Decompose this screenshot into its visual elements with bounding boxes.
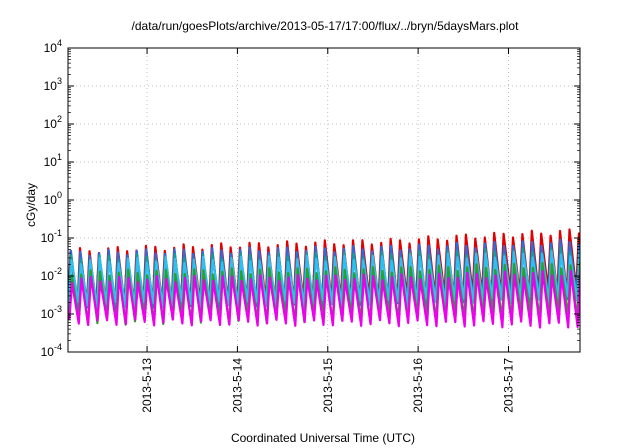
y-tick-label: 10-1 — [41, 228, 62, 245]
y-tick-label: 101 — [44, 152, 62, 169]
data-series — [68, 228, 580, 329]
y-tick-label: 103 — [44, 76, 62, 93]
y-tick-label: 10-2 — [41, 266, 62, 283]
y-tick-label: 102 — [44, 114, 62, 131]
y-tick-label: 10-3 — [41, 304, 62, 321]
y-tick-label: 10-4 — [41, 342, 62, 359]
y-axis-label: cGy/day — [24, 183, 38, 227]
y-axis: 10-4 10-3 10-2 10-1 100 101 102 103 104 — [41, 38, 580, 359]
x-tick-label: 2013-5-13 — [140, 358, 154, 413]
x-tick-label: 2013-5-14 — [230, 358, 244, 413]
y-tick-label: 104 — [44, 38, 62, 55]
x-tick-label: 2013-5-17 — [501, 358, 515, 413]
series-line — [68, 270, 580, 329]
y-tick-label: 100 — [44, 190, 62, 207]
x-tick-label: 2013-5-15 — [321, 358, 335, 413]
x-axis: 2013-5-13 2013-5-14 2013-5-15 2013-5-16 2013… — [140, 48, 515, 413]
chart-title: /data/run/goesPlots/archive/2013-05-17/1… — [132, 19, 520, 33]
x-tick-label: 2013-5-16 — [411, 358, 425, 413]
x-axis-label: Coordinated Universal Time (UTC) — [231, 431, 415, 445]
